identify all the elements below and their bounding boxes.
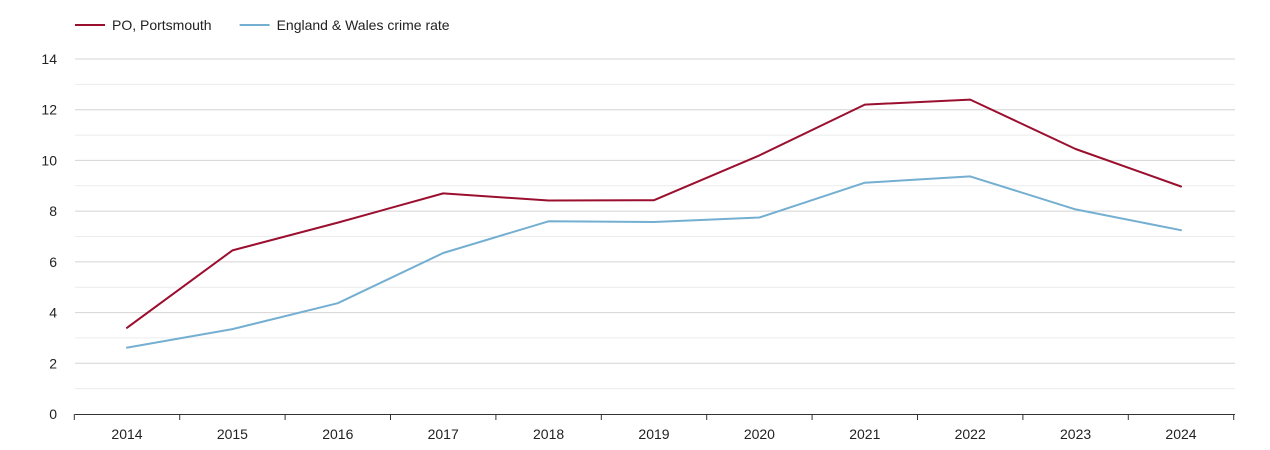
legend-label: PO, Portsmouth <box>112 17 212 33</box>
series-layer <box>126 98 1182 349</box>
x-tick-label: 2018 <box>533 426 564 442</box>
x-tick-label: 2021 <box>849 426 880 442</box>
y-axis: 0 2 4 6 8 10 12 14 <box>41 51 57 422</box>
y-tick-label: 12 <box>41 102 57 118</box>
legend-item: England & Wales crime rate <box>239 17 450 33</box>
y-tick-label: 4 <box>49 305 57 321</box>
x-tick-label: 2017 <box>428 426 459 442</box>
x-tick-label: 2020 <box>744 426 775 442</box>
y-tick-label: 2 <box>49 355 57 371</box>
x-tick-label: 2019 <box>638 426 669 442</box>
x-axis: 2014 2015 2016 2017 2018 2019 2020 2021 2022 2023… <box>73 414 1235 442</box>
y-tick-label: 8 <box>49 203 57 219</box>
x-tick-label: 2016 <box>322 426 353 442</box>
y-tick-label: 6 <box>49 254 57 270</box>
y-tick-label: 0 <box>49 406 57 422</box>
y-tick-label: 10 <box>41 152 57 168</box>
legend-label: England & Wales crime rate <box>277 17 450 33</box>
x-tick-label: 2014 <box>111 426 142 442</box>
x-tick-label: 2015 <box>217 426 248 442</box>
y-tick-label: 14 <box>41 51 57 67</box>
legend-item: PO, Portsmouth <box>75 17 212 33</box>
x-tick-label: 2022 <box>955 426 986 442</box>
x-tick-label: 2024 <box>1165 426 1196 442</box>
x-tick-label: 2023 <box>1060 426 1091 442</box>
series-line <box>126 175 1182 349</box>
grid-lines <box>75 58 1235 390</box>
series-line <box>126 98 1182 329</box>
legend: PO, Portsmouth England & Wales crime rate <box>75 17 450 33</box>
